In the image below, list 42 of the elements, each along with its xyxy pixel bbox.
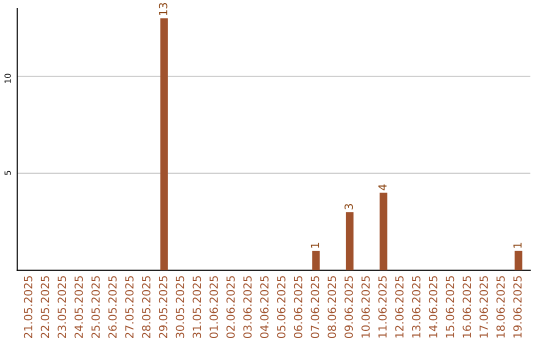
x-tick-label: 07.06.2025: [310, 276, 320, 338]
x-tick-label: 31.05.2025: [192, 276, 202, 338]
x-tick-label: 03.06.2025: [243, 276, 252, 338]
data-label: 4: [378, 184, 387, 190]
x-tick-label: 23.05.2025: [58, 276, 66, 338]
x-tick-label: 18.06.2025: [496, 276, 505, 338]
x-tick-label: 01.06.2025: [210, 276, 218, 338]
x-tick-label: 25.05.2025: [91, 276, 100, 338]
bar: [514, 250, 522, 270]
x-tick-label: 12.06.2025: [395, 276, 404, 338]
x-tick-label: 15.06.2025: [446, 276, 454, 338]
x-tick-label: 29.05.2025: [158, 276, 168, 338]
data-label: 1: [310, 242, 320, 248]
data-label: 13: [158, 3, 168, 16]
x-tick-label: 22.05.2025: [40, 276, 50, 338]
x-tick-label: 09.06.2025: [344, 276, 353, 338]
x-tick-label: 26.05.2025: [108, 276, 117, 338]
x-tick-label: 13.06.2025: [412, 276, 420, 338]
x-tick-label: 11.06.2025: [378, 276, 387, 338]
x-tick-label: 06.06.2025: [294, 276, 302, 338]
x-tick-label: 24.05.2025: [74, 276, 83, 338]
data-label: 1: [513, 242, 522, 248]
data-label: 3: [344, 204, 353, 210]
x-tick-label: 05.06.2025: [277, 276, 286, 338]
x-tick-label: 28.05.2025: [142, 276, 150, 338]
bar: [380, 192, 388, 270]
y-tick-label: 5: [4, 170, 11, 175]
x-tick-label: 17.06.2025: [480, 276, 488, 338]
bar: [346, 212, 354, 270]
x-tick-label: 14.06.2025: [428, 276, 438, 338]
y-tick-label: 10: [4, 74, 11, 83]
x-tick-label: 04.06.2025: [260, 276, 269, 338]
x-tick-label: 08.06.2025: [328, 276, 336, 338]
x-tick-label: 02.06.2025: [226, 276, 235, 338]
x-tick-label: 19.06.2025: [513, 276, 522, 338]
x-tick-label: 16.06.2025: [462, 276, 472, 338]
x-tick-label: 21.05.2025: [24, 276, 32, 338]
x-tick-label: 30.05.2025: [176, 276, 184, 338]
bar: [312, 250, 320, 270]
bar: [160, 18, 168, 270]
x-tick-label: 10.06.2025: [361, 276, 370, 338]
x-tick-label: 27.05.2025: [125, 276, 134, 338]
